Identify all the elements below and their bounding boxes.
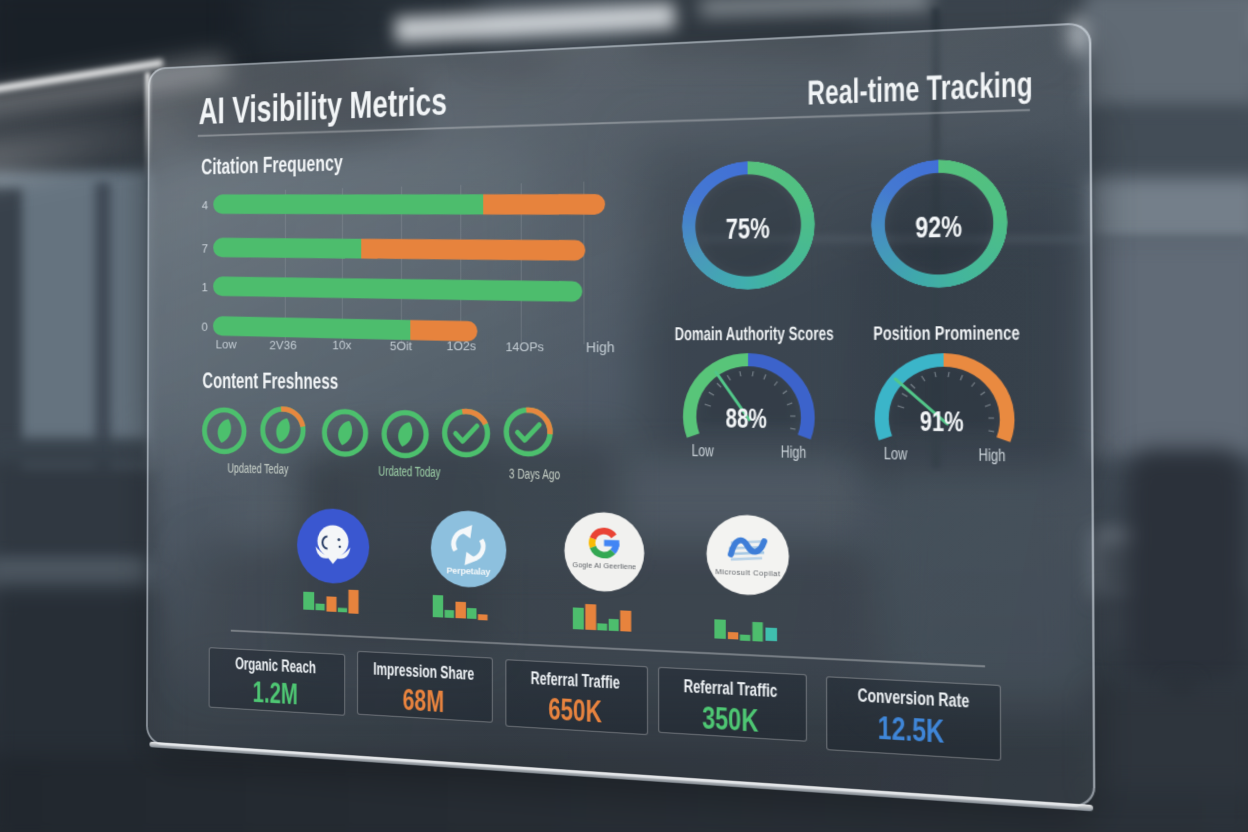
svg-text:Gogle AI Geerliene: Gogle AI Geerliene <box>572 562 636 572</box>
svg-text:Microsult Copilat: Microsult Copilat <box>715 568 780 578</box>
svg-text:Perpetalay: Perpetalay <box>446 566 490 578</box>
